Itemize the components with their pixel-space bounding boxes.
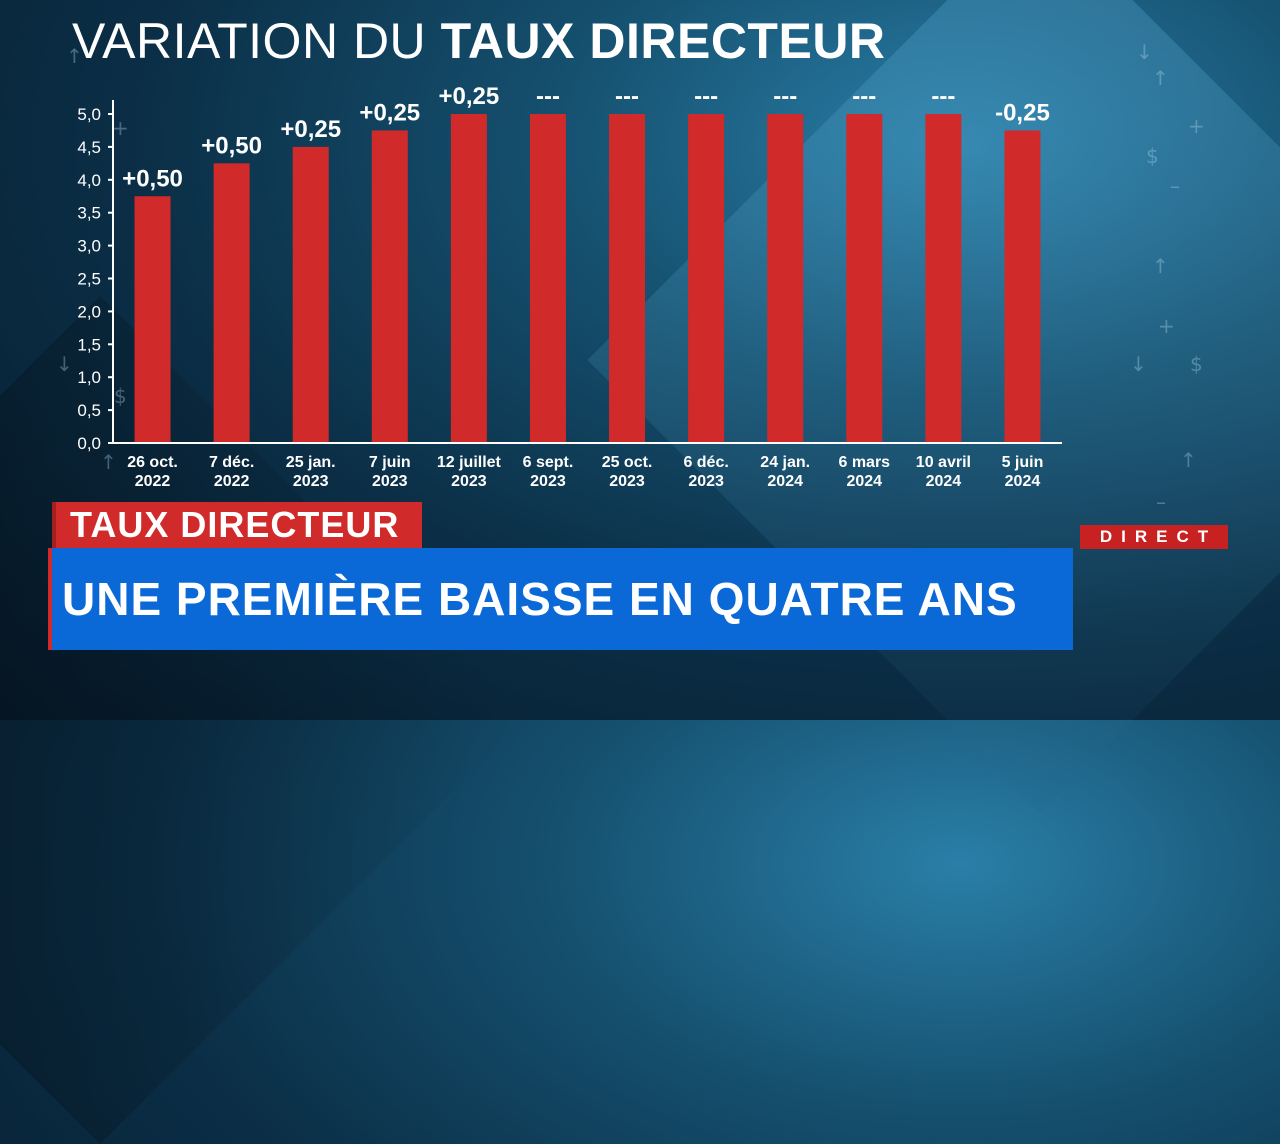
bar — [292, 146, 329, 443]
x-tick-label-date: 25 jan. — [286, 454, 336, 471]
chart-title-emphasis: TAUX DIRECTEUR — [440, 13, 886, 69]
x-tick-label-year: 2023 — [451, 473, 487, 490]
bar — [213, 163, 250, 443]
bar — [1004, 130, 1041, 443]
y-tick-label: 0,0 — [77, 434, 101, 453]
bar-data-label: --- — [852, 83, 876, 110]
bar-data-label: --- — [536, 83, 560, 110]
x-tick-label-year: 2023 — [372, 473, 408, 490]
bar-data-label: +0,50 — [201, 132, 262, 159]
x-tick-label-date: 10 avril — [916, 454, 971, 471]
bar — [529, 114, 566, 443]
bar-data-label: --- — [931, 83, 955, 110]
x-tick-label-year: 2023 — [609, 473, 645, 490]
y-tick-label: 1,5 — [77, 335, 101, 354]
headline-text: UNE PREMIÈRE BAISSE EN QUATRE ANS — [62, 573, 1018, 625]
x-axis: 26 oct. 2022 7 déc. 2022 25 jan. 2023 7 juin 20… — [113, 442, 1062, 490]
x-tick-label-date: 12 juillet — [437, 454, 502, 471]
x-tick-label-year: 2022 — [214, 473, 250, 490]
x-tick-label-date: 7 déc. — [209, 454, 254, 471]
x-tick-label-date: 24 jan. — [760, 454, 810, 471]
bar-data-label: +0,25 — [359, 99, 420, 126]
bar — [688, 114, 725, 443]
bar-data-label: +0,50 — [122, 165, 183, 192]
x-tick-label-year: 2024 — [846, 473, 882, 490]
bar-data-label: --- — [694, 83, 718, 110]
x-tick-label-year: 2023 — [293, 473, 329, 490]
y-tick-label: 5,0 — [77, 105, 101, 124]
bar — [134, 196, 171, 443]
y-tick-label: 3,5 — [77, 204, 101, 223]
bar-data-label: --- — [615, 83, 639, 110]
x-tick-label-year: 2022 — [135, 473, 171, 490]
bar — [609, 114, 646, 443]
bar-chart: 0,00,51,01,52,02,53,03,54,04,55,0 +0,50+… — [77, 83, 1062, 490]
y-axis: 0,0 0,5 1,0 1,5 2,0 2,5 3,0 3,5 4,0 4,5 5,0 — [77, 100, 114, 453]
y-tick-label: 4,0 — [77, 171, 101, 190]
kicker-banner: TAUX DIRECTEUR — [52, 502, 422, 548]
y-tick-label: 2,0 — [77, 302, 101, 321]
bar — [925, 114, 962, 443]
bar — [450, 114, 487, 443]
x-tick-label-date: 7 juin — [369, 454, 411, 471]
x-tick-label-year: 2024 — [767, 473, 803, 490]
y-tick-label: 0,5 — [77, 401, 101, 420]
bar-data-label: -0,25 — [995, 99, 1050, 126]
headline-banner: UNE PREMIÈRE BAISSE EN QUATRE ANS — [48, 548, 1073, 650]
x-tick-label-year: 2023 — [688, 473, 724, 490]
bar-data-label: +0,25 — [280, 116, 341, 143]
bar — [371, 130, 408, 443]
x-tick-label-date: 26 oct. — [127, 454, 178, 471]
y-tick-label: 2,5 — [77, 270, 101, 289]
bar — [846, 114, 883, 443]
x-tick-label-date: 6 sept. — [523, 454, 574, 471]
bar — [767, 114, 804, 443]
chart-title-prefix: VARIATION DU — [72, 13, 427, 69]
bar-data-label: --- — [773, 83, 797, 110]
x-tick-label-date: 5 juin — [1002, 454, 1044, 471]
x-tick-label-date: 25 oct. — [602, 454, 653, 471]
y-tick-label: 3,0 — [77, 237, 101, 256]
x-tick-label-year: 2024 — [1005, 473, 1041, 490]
live-badge: DIRECT — [1080, 525, 1228, 549]
kicker-text: TAUX DIRECTEUR — [70, 504, 400, 545]
live-badge-label: DIRECT — [1099, 527, 1218, 546]
x-tick-label-date: 6 déc. — [683, 454, 728, 471]
chart-title: VARIATION DU TAUX DIRECTEUR — [72, 12, 886, 70]
x-tick-label-year: 2023 — [530, 473, 566, 490]
x-tick-label-date: 6 mars — [838, 454, 890, 471]
bars: +0,50 +0,50 +0,25 +0,25 +0,25 --- --- --- --- ---… — [122, 83, 1050, 443]
x-tick-label-year: 2024 — [926, 473, 962, 490]
bar-data-label: +0,25 — [439, 83, 500, 110]
y-tick-label: 4,5 — [77, 138, 101, 157]
y-tick-label: 1,0 — [77, 368, 101, 387]
